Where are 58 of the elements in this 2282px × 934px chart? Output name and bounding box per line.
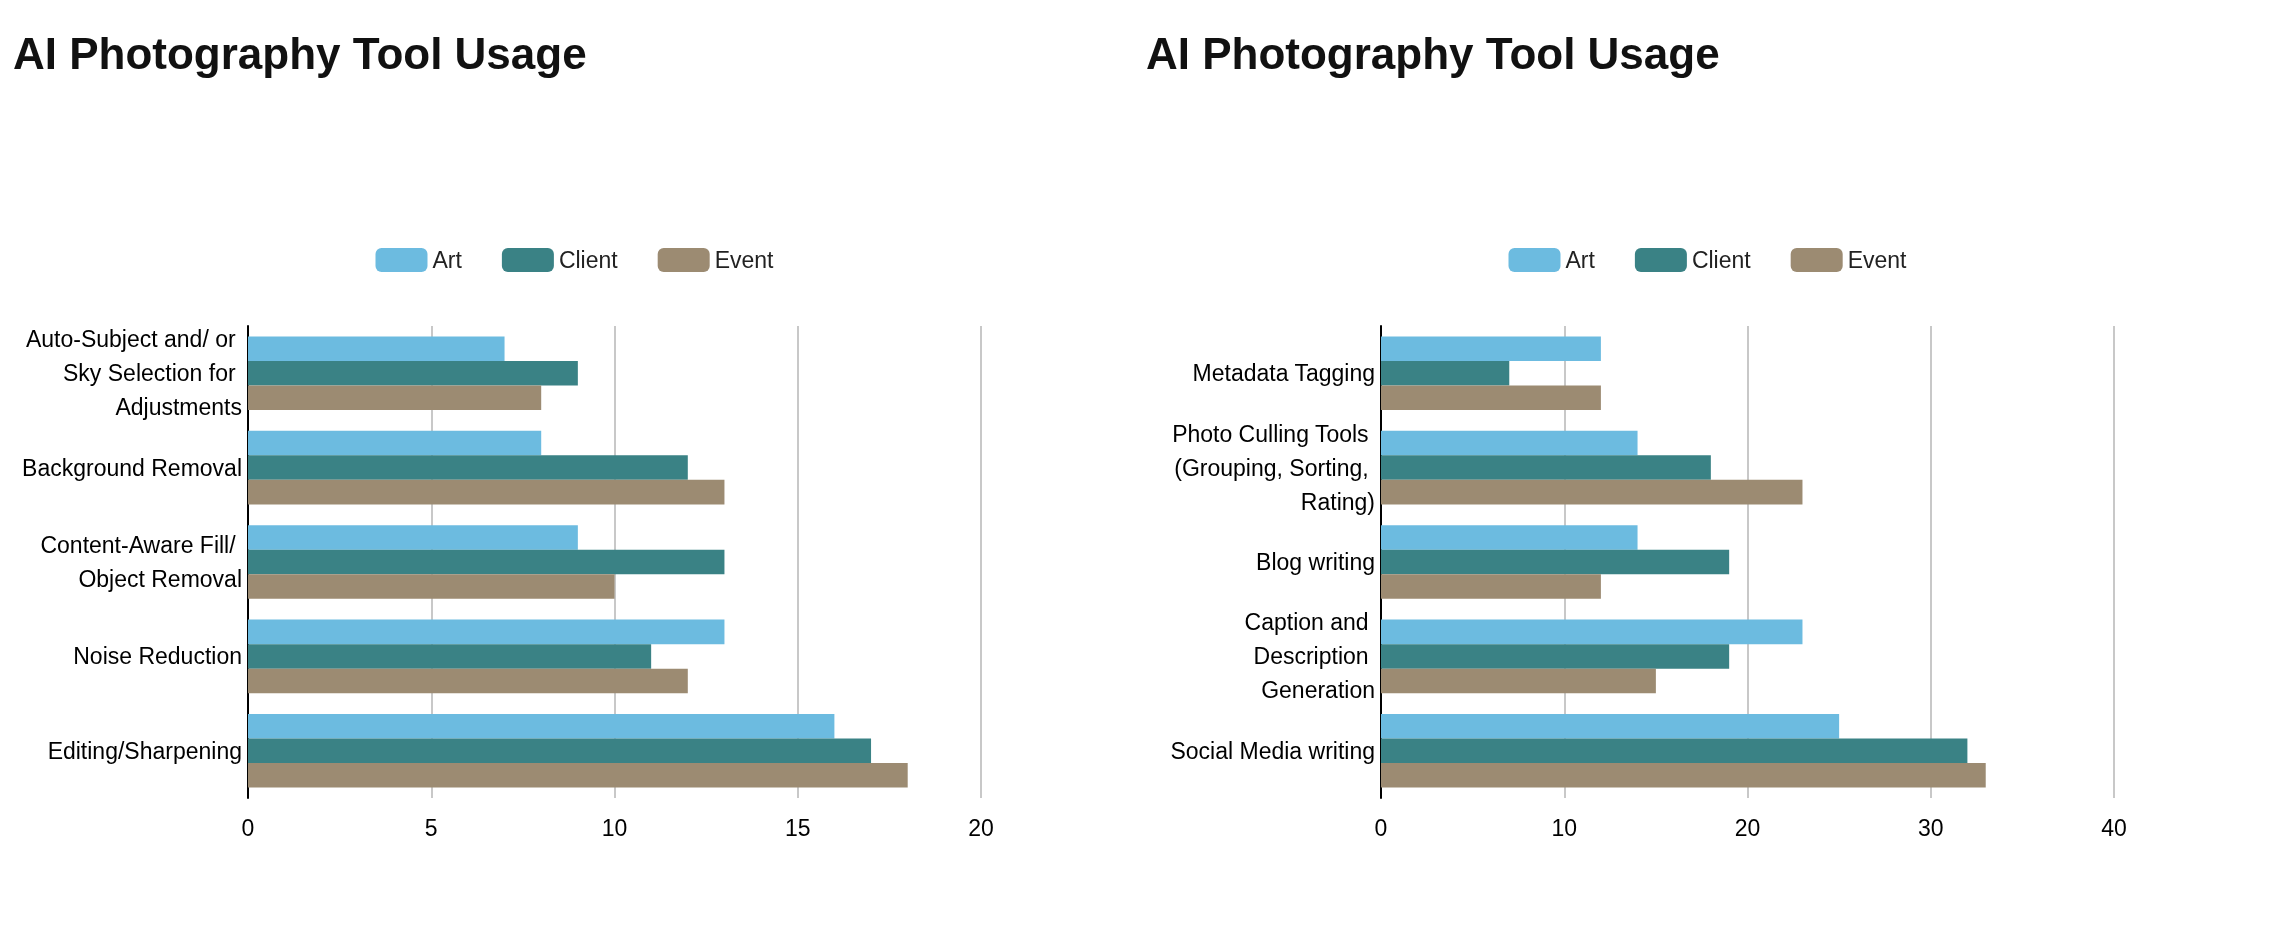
bar <box>1381 430 1638 456</box>
bar <box>248 525 578 550</box>
y-tick-label: Social Media writing <box>1170 737 1375 764</box>
x-tick-label: 5 <box>424 814 438 841</box>
bar <box>248 430 542 456</box>
bar <box>248 763 908 788</box>
y-tick-label: Metadata Tagging <box>1192 360 1375 387</box>
y-tick-label: Noise Reduction <box>73 643 242 670</box>
bar <box>1381 479 1803 505</box>
x-tick-label: 20 <box>968 814 994 841</box>
x-tick-label: 0 <box>1374 814 1388 841</box>
y-tick-label: Background Removal <box>22 454 242 481</box>
x-tick-label: 0 <box>241 814 255 841</box>
y-tick-label: Content-Aware Fill/ Object Removal <box>40 532 242 592</box>
bar <box>248 644 652 669</box>
bar <box>248 738 872 764</box>
bar <box>1381 336 1601 361</box>
y-tick-label: Blog writing <box>1256 549 1375 575</box>
bar <box>248 385 542 411</box>
bar <box>248 668 688 694</box>
x-tick-label: 10 <box>601 814 628 841</box>
bar <box>1381 385 1601 411</box>
bar <box>248 549 725 575</box>
bar <box>248 574 615 599</box>
x-tick-label: 40 <box>2101 814 2127 841</box>
legend-label: Client <box>1691 247 1752 273</box>
legend-label: Art <box>432 247 463 273</box>
bar <box>1381 360 1510 386</box>
bar <box>1381 713 1840 739</box>
bar <box>1381 574 1601 599</box>
chart-title: AI Photography Tool Usage <box>1146 28 1720 78</box>
bar <box>248 360 578 386</box>
bar <box>248 713 835 739</box>
y-tick-label: Auto-Subject and/ or Sky Selection for Adjustments <box>25 326 242 421</box>
legend-label: Art <box>1565 247 1596 273</box>
bar <box>1381 525 1638 550</box>
bar <box>1381 549 1730 575</box>
bar <box>248 479 725 505</box>
bar <box>1381 668 1656 694</box>
chart-title: AI Photography Tool Usage <box>13 28 587 78</box>
x-tick-label: 20 <box>1734 814 1761 841</box>
x-tick-label: 10 <box>1551 814 1578 841</box>
x-tick-label: 30 <box>1917 814 1944 841</box>
bar <box>1381 619 1803 645</box>
bar <box>248 455 688 480</box>
x-tick-label: 15 <box>784 814 811 841</box>
bar <box>1381 644 1730 669</box>
y-tick-label: Caption and Description Generation <box>1244 609 1375 704</box>
bar <box>248 336 505 361</box>
legend-label: Event <box>714 247 775 273</box>
bar <box>1381 738 1968 764</box>
bar <box>1381 763 1986 788</box>
bar <box>1381 455 1711 480</box>
legend-label: Client <box>558 247 619 273</box>
y-tick-label: Photo Culling Tools (Grouping, Sorting, Rating) <box>1172 420 1375 515</box>
bar <box>248 619 725 645</box>
y-tick-label: Editing/Sharpening <box>47 737 242 764</box>
legend-label: Event <box>1847 247 1908 273</box>
